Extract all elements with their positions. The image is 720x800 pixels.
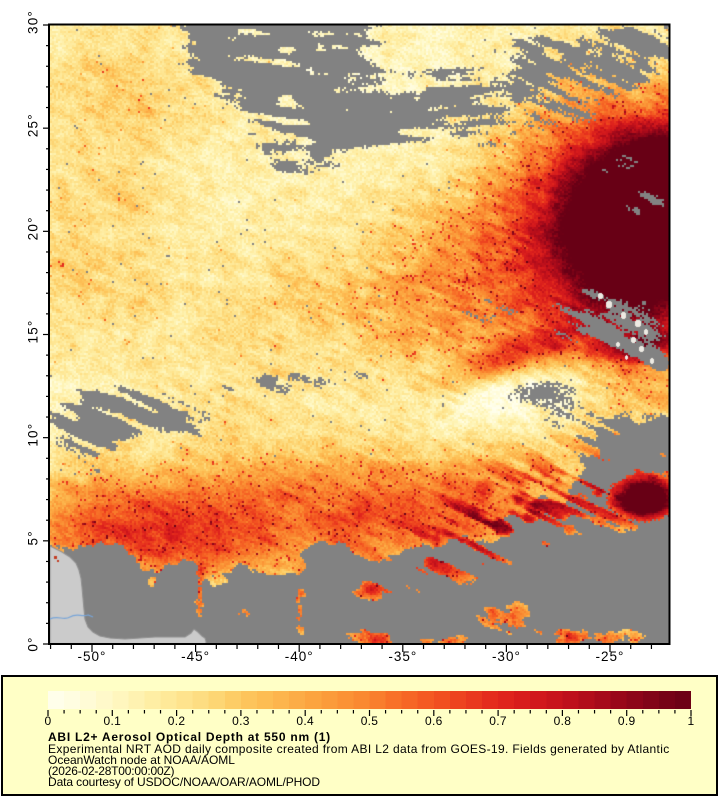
svg-text:-50°: -50°	[78, 649, 107, 664]
svg-text:0.6: 0.6	[425, 714, 443, 728]
svg-text:0.9: 0.9	[618, 714, 636, 728]
svg-text:0°: 0°	[26, 636, 41, 651]
svg-text:0.3: 0.3	[232, 714, 250, 728]
svg-text:15°: 15°	[26, 319, 41, 343]
svg-text:-35°: -35°	[388, 649, 417, 664]
svg-text:0.4: 0.4	[296, 714, 314, 728]
svg-text:-45°: -45°	[181, 649, 210, 664]
svg-text:0.5: 0.5	[361, 714, 379, 728]
svg-text:0.1: 0.1	[104, 714, 122, 728]
svg-text:0.2: 0.2	[168, 714, 186, 728]
svg-text:-40°: -40°	[285, 649, 314, 664]
svg-text:0.8: 0.8	[554, 714, 572, 728]
svg-text:20°: 20°	[26, 216, 41, 240]
svg-text:1: 1	[688, 714, 695, 728]
svg-text:25°: 25°	[26, 113, 41, 137]
svg-text:-25°: -25°	[596, 649, 625, 664]
svg-text:10°: 10°	[26, 423, 41, 447]
svg-text:5°: 5°	[26, 530, 41, 545]
svg-text:0: 0	[45, 714, 52, 728]
svg-text:-30°: -30°	[492, 649, 521, 664]
svg-text:30°: 30°	[26, 10, 41, 34]
svg-text:0.7: 0.7	[489, 714, 507, 728]
